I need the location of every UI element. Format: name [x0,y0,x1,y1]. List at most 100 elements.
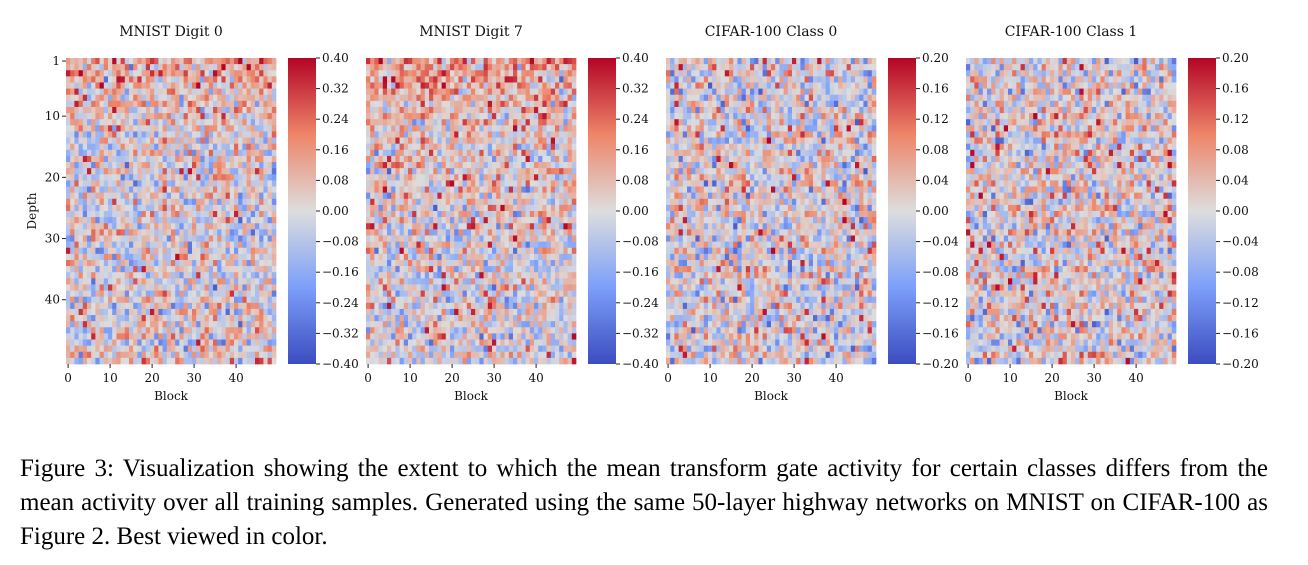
heatmap-cell [508,333,514,340]
heatmap-cell [87,223,92,230]
heatmap-cell [108,58,113,65]
heatmap-cell [154,223,159,230]
heatmap-cell [137,241,142,249]
heatmap-cell [538,272,543,279]
heatmap-cell [103,284,109,291]
heatmap-cell [183,259,189,267]
heatmap-cell [538,223,543,230]
heatmap-cell [200,76,205,83]
heatmap-cell [571,284,577,291]
heatmap-cell [204,321,210,328]
heatmap-cell [487,168,493,175]
heatmap-cell [567,259,573,267]
heatmap-cell [454,253,459,261]
heatmap-cell [559,266,564,273]
heatmap-cell [141,70,147,77]
heatmap-cell [382,198,388,206]
heatmap-cell [112,357,117,365]
heatmap-cell [145,119,151,126]
heatmap-cell [450,266,455,273]
heatmap-cell [99,321,105,328]
heatmap-cell [496,284,501,291]
heatmap-cell [382,211,388,218]
heatmap-cell [513,76,518,83]
heatmap-cell [525,345,531,353]
heatmap-cell [234,70,239,77]
heatmap-cell [267,155,273,163]
heatmap-cell [158,339,163,346]
heatmap-cell [500,64,505,71]
heatmap-cell [179,192,184,200]
heatmap-cell [141,259,147,267]
heatmap-cell [487,106,493,114]
heatmap-cell [504,76,510,83]
heatmap-cell [120,284,126,291]
heatmap-cell [120,76,126,83]
heatmap-cell [91,266,96,273]
heatmap-cell [116,204,121,212]
heatmap-cell [158,278,163,285]
heatmap-cell [483,296,489,304]
heatmap-cell [471,64,476,71]
heatmap-cell [450,76,455,83]
heatmap-cell [571,119,577,126]
heatmap-cell [517,70,522,77]
heatmap-cell [120,58,126,65]
heatmap-cell [374,259,379,267]
heatmap-cell [183,125,189,132]
heatmap-cell [483,106,489,114]
heatmap-cell [196,290,201,298]
heatmap-cell [525,229,531,236]
heatmap-cell [496,235,501,242]
heatmap-cell [120,143,126,151]
heatmap-cell [403,229,409,236]
heatmap-cell [504,345,510,353]
heatmap-cell [550,333,556,340]
heatmap-cell [87,296,92,304]
heatmap-cell [66,143,71,151]
heatmap-cell [154,119,159,126]
heatmap-cell [204,235,210,242]
heatmap-cell [238,253,243,261]
heatmap-cell [259,186,264,193]
heatmap-cell [246,315,252,322]
heatmap-cell [496,186,501,193]
heatmap-cell [259,94,264,102]
heatmap-cell [500,253,505,261]
heatmap-cell [225,235,231,242]
heatmap-cell [200,100,205,108]
heatmap-cell [145,315,151,322]
heatmap-cell [175,113,180,120]
heatmap-cell [166,94,172,102]
heatmap-cell [492,155,497,163]
heatmap-cell [271,180,277,187]
heatmap-cell [116,351,121,359]
heatmap-cell [454,64,459,71]
heatmap-cell [166,192,172,200]
heatmap-cell [78,64,84,71]
heatmap-cell [462,162,468,169]
heatmap-cell [563,204,568,212]
heatmap-cell [370,284,375,291]
heatmap-cell [271,315,277,322]
heatmap-cell [370,327,375,334]
heatmap-cell [475,302,480,310]
heatmap-cell [483,149,489,157]
heatmap-cell [366,272,371,279]
heatmap-cell [137,278,142,285]
heatmap-cell [242,113,247,120]
heatmap-cell [175,315,180,322]
heatmap-cell [563,106,568,114]
heatmap-cell [529,272,535,279]
heatmap-cell [82,247,88,255]
heatmap-cell [462,149,468,157]
heatmap-cell [154,321,159,328]
heatmap-cell [70,357,75,365]
heatmap-cell [546,180,552,187]
heatmap-cell [103,64,109,71]
heatmap-cell [263,76,268,83]
heatmap-cell [213,229,218,236]
heatmap-cell [395,76,400,83]
heatmap-cell [429,106,434,114]
heatmap-cell [221,229,226,236]
